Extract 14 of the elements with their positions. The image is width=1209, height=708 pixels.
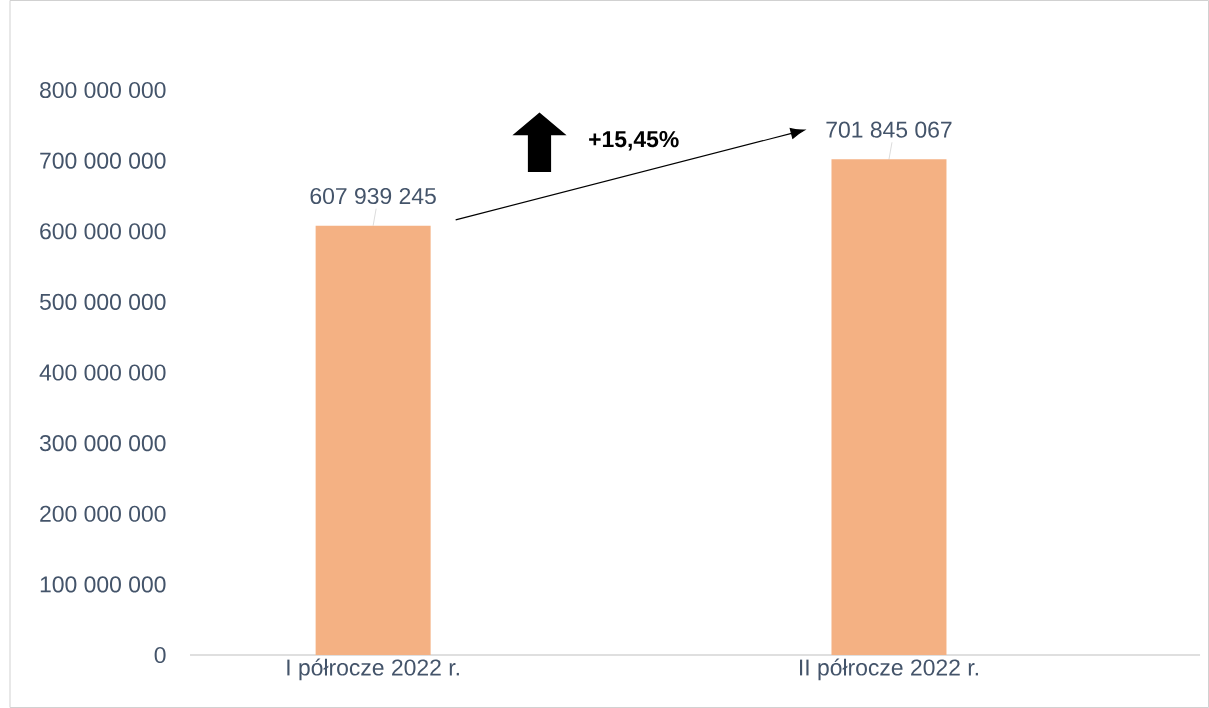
y-tick-label: 200 000 000	[40, 505, 166, 522]
y-tick-label: 300 000 000	[39, 435, 166, 452]
y-tick-label: 100 000 000	[40, 576, 166, 593]
y-tick-label: 500 000 000	[39, 293, 166, 310]
y-tick-label: 700 000 000	[40, 152, 166, 169]
y-tick-label: 600 000 000	[40, 223, 166, 240]
data-label: 607 939 245	[310, 187, 436, 205]
y-tick-label: 0	[154, 646, 166, 664]
y-tick-label: 800 000 000	[40, 81, 166, 99]
annotation: +15,45%	[589, 131, 679, 151]
x-tick-label: II półrocze 2022 r.	[800, 658, 978, 681]
data-label: 701 845 067	[826, 121, 952, 138]
y-tick-label: 400 000 000	[39, 364, 166, 381]
x-tick-label: I półrocze 2022 r.	[287, 658, 459, 681]
